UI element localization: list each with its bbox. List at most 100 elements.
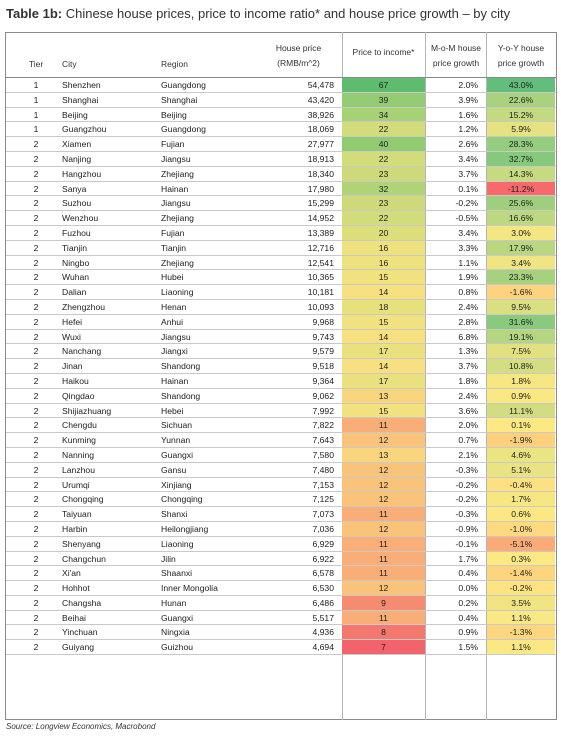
- table-row: 2 Zhengzhou Henan 10,093 18 2.4% 9.5%: [6, 299, 556, 315]
- house-price-cell: 7,643: [312, 435, 334, 446]
- yoy-growth-cell: 1.8%: [487, 373, 555, 388]
- tier-cell: 2: [33, 405, 39, 416]
- house-price-cell: 7,073: [312, 509, 334, 520]
- header-yoy-line2: price growth: [497, 58, 545, 68]
- header-yoy-line1: Y-o-Y house: [497, 43, 545, 53]
- region-cell: Shanxi: [161, 509, 188, 520]
- table-row: 2 Hefei Anhui 9,968 15 2.8% 31.6%: [6, 314, 556, 330]
- price-to-income-cell: 40: [342, 137, 425, 151]
- table-row: 2 Guiyang Guizhou 4,694 7 1.5% 1.1%: [6, 640, 556, 656]
- tier-cell: 1: [33, 124, 39, 135]
- mom-growth-cell: -0.1%: [455, 538, 478, 549]
- mom-growth-cell: 3.6%: [458, 405, 478, 416]
- tier-cell: 2: [33, 390, 39, 401]
- house-price-cell: 9,062: [312, 390, 334, 401]
- tier-cell: 1: [33, 80, 39, 90]
- region-cell: Liaoning: [161, 287, 194, 298]
- table-row: 2 Beihai Guangxi 5,517 11 0.4% 1.1%: [6, 610, 556, 626]
- table-row: 2 Hohhot Inner Mongolia 6,530 12 0.0% -0.2%: [6, 581, 556, 596]
- table-header: Tier City Region House price (RMB/m^2) P…: [6, 41, 556, 78]
- price-to-income-cell: 39: [342, 92, 425, 107]
- price-to-income-cell: 9: [342, 595, 425, 610]
- city-cell: Lanzhou: [62, 464, 95, 475]
- city-cell: Wenzhou: [62, 213, 99, 224]
- header-city: City: [62, 59, 77, 69]
- yoy-growth-cell: 22.6%: [487, 92, 555, 107]
- table-row: 2 Chengdu Sichuan 7,822 11 2.0% 0.1%: [6, 418, 556, 434]
- tier-cell: 2: [33, 198, 39, 209]
- tier-cell: 2: [33, 612, 39, 623]
- city-cell: Nanjing: [62, 153, 92, 164]
- header-mom-line1: M-o-M house: [430, 43, 482, 53]
- mom-growth-cell: 1.5%: [458, 642, 478, 653]
- mom-growth-cell: 0.4%: [458, 568, 478, 579]
- table-title-prefix: Table 1b:: [6, 6, 63, 21]
- price-to-income-cell: 23: [342, 166, 425, 181]
- house-price-cell: 18,913: [307, 153, 334, 164]
- table-body: 1 Shenzhen Guangdong 54,478 67 2.0% 43.0% 1 Shan…: [6, 78, 556, 656]
- house-price-cell: 7,480: [312, 464, 334, 475]
- table-row: 2 Sanya Hainan 17,980 32 0.1% -11.2%: [6, 181, 556, 197]
- mom-growth-cell: 3.7%: [458, 168, 478, 179]
- table-row: 1 Shanghai Shanghai 43,420 39 3.9% 22.6%: [6, 92, 556, 108]
- price-to-income-cell: 16: [342, 240, 425, 255]
- header-price-line1: House price: [275, 43, 322, 53]
- price-to-income-cell: 14: [342, 285, 425, 299]
- city-cell: Harbin: [62, 523, 88, 534]
- table-row: 2 Ningbo Zhejiang 12,541 16 1.1% 3.4%: [6, 255, 556, 271]
- price-to-income-cell: 22: [342, 211, 425, 225]
- house-price-cell: 9,364: [312, 375, 334, 386]
- tier-cell: 2: [33, 316, 39, 327]
- city-cell: Ningbo: [62, 257, 90, 268]
- yoy-growth-cell: -1.9%: [487, 433, 555, 447]
- table-row: 2 Tianjin Tianjin 12,716 16 3.3% 17.9%: [6, 240, 556, 256]
- region-cell: Guizhou: [161, 642, 194, 653]
- mom-growth-cell: 0.7%: [458, 435, 478, 446]
- house-price-cell: 9,518: [312, 361, 334, 372]
- house-price-cell: 7,153: [312, 479, 334, 490]
- tier-cell: 1: [33, 94, 39, 105]
- yoy-growth-cell: 0.9%: [487, 388, 555, 403]
- yoy-growth-cell: 17.9%: [487, 240, 555, 255]
- yoy-growth-cell: 23.3%: [487, 270, 555, 285]
- mom-growth-cell: 0.1%: [458, 183, 478, 194]
- yoy-growth-cell: -1.4%: [487, 566, 555, 581]
- region-cell: Chongqing: [161, 494, 203, 505]
- region-cell: Xinjiang: [161, 479, 192, 490]
- city-cell: Changchun: [62, 553, 106, 564]
- tier-cell: 2: [33, 183, 39, 194]
- price-to-income-cell: 8: [342, 625, 425, 640]
- region-cell: Guangxi: [161, 449, 194, 460]
- city-cell: Taiyuan: [62, 509, 92, 520]
- mom-growth-cell: -0.2%: [455, 479, 478, 490]
- house-price-cell: 38,926: [307, 109, 334, 120]
- region-cell: Shanghai: [161, 94, 198, 105]
- yoy-growth-cell: 19.1%: [487, 329, 555, 344]
- yoy-growth-cell: -0.2%: [487, 581, 555, 595]
- mom-growth-cell: 1.6%: [458, 109, 478, 120]
- mom-growth-cell: 0.4%: [458, 612, 478, 623]
- region-cell: Guangxi: [161, 612, 194, 623]
- house-price-cell: 54,478: [307, 80, 334, 90]
- house-price-table: Tier City Region House price (RMB/m^2) P…: [6, 41, 556, 656]
- table-row: 2 Suzhou Jiangsu 15,299 23 -0.2% 25.6%: [6, 196, 556, 212]
- mom-growth-cell: 3.4%: [458, 227, 478, 238]
- yoy-growth-cell: 0.6%: [487, 507, 555, 521]
- house-price-cell: 10,093: [307, 301, 334, 312]
- yoy-growth-cell: 25.6%: [487, 196, 555, 211]
- region-cell: Tianjin: [161, 242, 186, 253]
- header-pti: Price to income*: [352, 47, 415, 57]
- price-to-income-cell: 22: [342, 122, 425, 137]
- yoy-growth-cell: -5.1%: [487, 536, 555, 551]
- city-cell: Changsha: [62, 597, 102, 608]
- tier-cell: 2: [33, 494, 39, 505]
- city-cell: Wuhan: [62, 272, 90, 283]
- yoy-growth-cell: 5.1%: [487, 462, 555, 477]
- city-cell: Xiamen: [62, 139, 92, 150]
- yoy-growth-cell: 10.8%: [487, 359, 555, 373]
- tier-cell: 2: [33, 464, 39, 475]
- city-cell: Xi'an: [62, 568, 81, 579]
- table-row: 2 Qingdao Shandong 9,062 13 2.4% 0.9%: [6, 388, 556, 404]
- region-cell: Zhejiang: [161, 257, 194, 268]
- yoy-growth-cell: -1.3%: [487, 625, 555, 640]
